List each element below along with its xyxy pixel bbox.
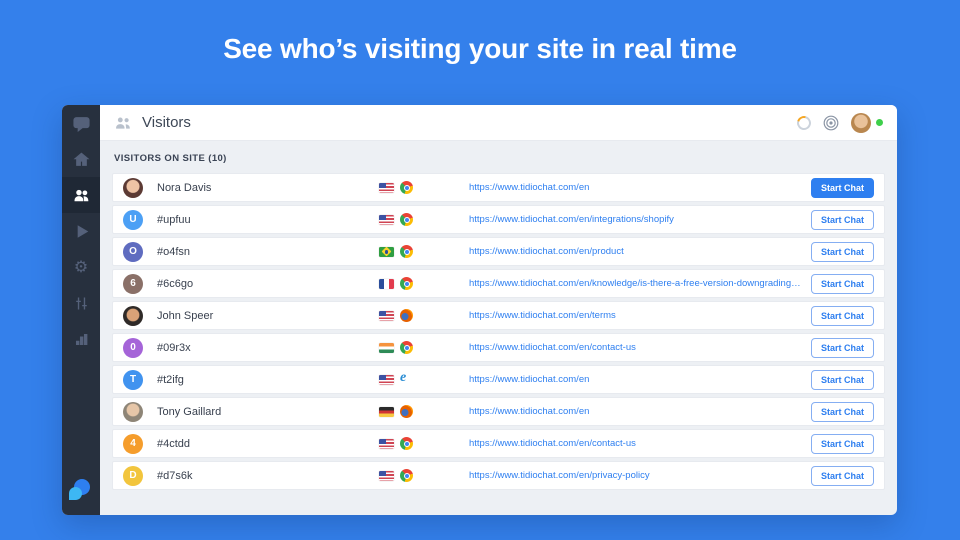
- sidebar-item-chatbots[interactable]: [62, 213, 100, 249]
- visitor-avatar: O: [123, 241, 143, 262]
- visitor-url-link[interactable]: https://www.tidiochat.com/en: [469, 374, 590, 385]
- browser-icon: [400, 405, 413, 418]
- start-chat-button[interactable]: Start Chat: [810, 465, 874, 486]
- visitor-avatar: 6: [123, 273, 143, 294]
- visitor-row[interactable]: Nora Davis https://www.tidiochat.com/en …: [112, 173, 885, 202]
- visitors-people-icon: [114, 114, 132, 132]
- user-avatar: [851, 112, 871, 133]
- section-label: Visitors on site (10): [114, 153, 227, 164]
- sidebar-item-settings[interactable]: ⚙: [62, 249, 100, 285]
- start-chat-button[interactable]: Start Chat: [810, 273, 874, 294]
- sidebar-item-conversations[interactable]: [62, 105, 100, 141]
- visitor-name: #o4fsn: [157, 245, 191, 258]
- browser-icon: [400, 245, 413, 258]
- visitor-name: Tony Gaillard: [157, 405, 222, 418]
- chat-bubble-icon: [72, 115, 90, 132]
- visitor-avatar: 0: [123, 337, 143, 358]
- browser-icon: [400, 181, 413, 194]
- browser-icon: [400, 309, 413, 322]
- country-flag-icon: [379, 342, 394, 353]
- sidebar: ⚙: [62, 105, 100, 515]
- sliders-icon: [73, 295, 90, 312]
- country-flag-icon: [379, 310, 394, 321]
- browser-icon: [400, 341, 413, 354]
- country-flag-icon: [379, 214, 394, 225]
- visitor-name: #d7s6k: [157, 469, 193, 482]
- visitor-row[interactable]: 6 #6c6go https://www.tidiochat.com/en/kn…: [112, 269, 885, 298]
- visitor-url-link[interactable]: https://www.tidiochat.com/en: [469, 182, 590, 193]
- browser-icon: [400, 469, 413, 482]
- sidebar-item-preferences[interactable]: [62, 285, 100, 321]
- visitor-name: Nora Davis: [157, 181, 212, 194]
- visitor-row[interactable]: D #d7s6k https://www.tidiochat.com/en/pr…: [112, 461, 885, 490]
- visitors-people-icon: [73, 187, 90, 204]
- country-flag-icon: [379, 278, 394, 289]
- visitor-url-link[interactable]: https://www.tidiochat.com/en/contact-us: [469, 438, 636, 449]
- account-menu[interactable]: [851, 112, 883, 133]
- visitor-row[interactable]: U #upfuu https://www.tidiochat.com/en/in…: [112, 205, 885, 234]
- start-chat-button[interactable]: Start Chat: [810, 337, 874, 358]
- visitor-url-link[interactable]: https://www.tidiochat.com/en/privacy-pol…: [469, 470, 650, 481]
- visitor-row[interactable]: 4 #4ctdd https://www.tidiochat.com/en/co…: [112, 429, 885, 458]
- visitor-row[interactable]: John Speer https://www.tidiochat.com/en/…: [112, 301, 885, 330]
- visitor-row[interactable]: T #t2ifg https://www.tidiochat.com/en St…: [112, 365, 885, 394]
- home-icon: [73, 151, 90, 168]
- page-title: See who’s visiting your site in real tim…: [223, 33, 737, 64]
- sidebar-item-home[interactable]: [62, 141, 100, 177]
- visitor-row[interactable]: 0 #09r3x https://www.tidiochat.com/en/co…: [112, 333, 885, 362]
- visitor-avatar: 4: [123, 433, 143, 454]
- country-flag-icon: [379, 374, 394, 385]
- app-window: ⚙ Visitors: [62, 105, 897, 515]
- browser-icon: [400, 370, 413, 386]
- browser-icon: [400, 277, 413, 290]
- start-chat-button[interactable]: Start Chat: [810, 209, 874, 230]
- online-status-dot: [876, 119, 883, 126]
- country-flag-icon: [379, 182, 394, 193]
- visitor-url-link[interactable]: https://www.tidiochat.com/en/integration…: [469, 214, 674, 225]
- broadcast-icon[interactable]: [823, 115, 839, 131]
- start-chat-button[interactable]: Start Chat: [810, 369, 874, 390]
- visitor-name: #4ctdd: [157, 437, 191, 450]
- visitor-name: #t2ifg: [157, 373, 184, 386]
- country-flag-icon: [379, 406, 394, 417]
- visitor-name: #upfuu: [157, 213, 191, 226]
- country-flag-icon: [379, 470, 394, 481]
- visitor-url-link[interactable]: https://www.tidiochat.com/en/knowledge/i…: [469, 278, 811, 289]
- gear-icon: ⚙: [73, 257, 89, 276]
- visitor-row[interactable]: Tony Gaillard https://www.tidiochat.com/…: [112, 397, 885, 426]
- start-chat-button[interactable]: Start Chat: [810, 305, 874, 326]
- start-chat-button[interactable]: Start Chat: [810, 433, 874, 454]
- topbar: Visitors: [100, 105, 897, 141]
- page-section-title: Visitors: [142, 114, 191, 131]
- browser-icon: [400, 213, 413, 226]
- bar-chart-icon: [73, 331, 90, 348]
- visitor-url-link[interactable]: https://www.tidiochat.com/en/contact-us: [469, 342, 636, 353]
- tidio-logo: [62, 479, 100, 505]
- visitor-avatar: D: [123, 465, 143, 486]
- visitor-row[interactable]: O #o4fsn https://www.tidiochat.com/en/pr…: [112, 237, 885, 266]
- country-flag-icon: [379, 246, 394, 257]
- visitor-avatar: U: [123, 209, 143, 230]
- progress-spinner-icon[interactable]: [794, 112, 814, 133]
- visitor-url-link[interactable]: https://www.tidiochat.com/en/terms: [469, 310, 616, 321]
- browser-icon: [400, 437, 413, 450]
- sidebar-item-analytics[interactable]: [62, 321, 100, 357]
- visitor-url-link[interactable]: https://www.tidiochat.com/en/product: [469, 246, 624, 257]
- visitor-avatar: [123, 401, 143, 422]
- visitor-avatar: T: [123, 369, 143, 390]
- play-icon: [73, 223, 90, 240]
- visitor-name: #6c6go: [157, 277, 194, 290]
- visitor-name: John Speer: [157, 309, 214, 322]
- sidebar-item-visitors[interactable]: [62, 177, 100, 213]
- visitor-name: #09r3x: [157, 341, 191, 354]
- visitor-list-panel: Visitors on site (10) Nora Davis https:/…: [100, 141, 897, 515]
- visitor-url-link[interactable]: https://www.tidiochat.com/en: [469, 406, 590, 417]
- start-chat-button[interactable]: Start Chat: [810, 177, 874, 198]
- visitor-avatar: [123, 305, 143, 326]
- visitor-avatar: [123, 177, 143, 198]
- start-chat-button[interactable]: Start Chat: [810, 401, 874, 422]
- country-flag-icon: [379, 438, 394, 449]
- start-chat-button[interactable]: Start Chat: [810, 241, 874, 262]
